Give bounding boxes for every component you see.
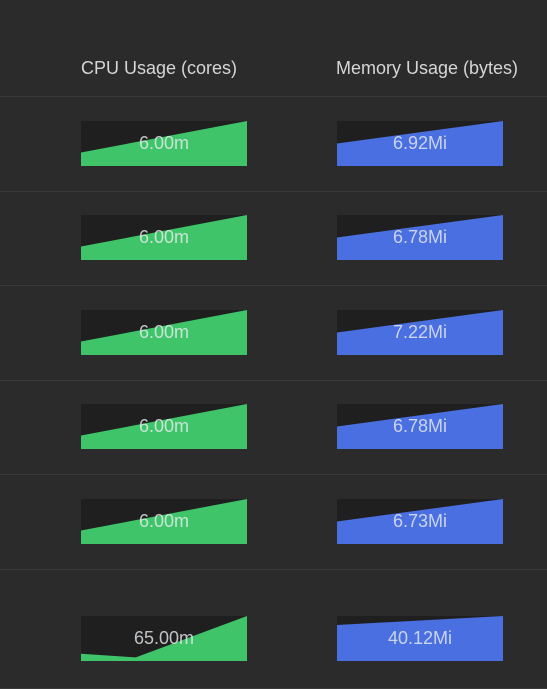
memory-usage-value: 6.78Mi	[392, 416, 448, 436]
cpu-usage-value: 6.00m	[138, 322, 190, 342]
cpu-sparkline-area	[81, 215, 247, 260]
cpu-sparkline-chart	[81, 499, 247, 544]
memory-sparkline[interactable]: 7.22Mi	[337, 310, 503, 355]
cpu-sparkline-chart	[81, 310, 247, 355]
cpu-usage-value: 6.00m	[138, 227, 190, 247]
cpu-sparkline[interactable]: 65.00m	[81, 616, 247, 661]
cpu-sparkline[interactable]: 6.00m	[81, 499, 247, 544]
memory-sparkline-area	[337, 121, 503, 166]
memory-sparkline-area	[337, 310, 503, 355]
cpu-usage-column-header[interactable]: CPU Usage (cores)	[81, 58, 238, 78]
cpu-sparkline-chart	[81, 121, 247, 166]
table-row: 6.00m 6.73Mi	[0, 475, 547, 570]
memory-sparkline-chart	[337, 499, 503, 544]
memory-sparkline-area	[337, 499, 503, 544]
memory-sparkline[interactable]: 40.12Mi	[337, 616, 503, 661]
cpu-sparkline-chart	[81, 616, 247, 661]
table-row: 6.00m 6.78Mi	[0, 191, 547, 286]
cpu-usage-value: 6.00m	[138, 416, 190, 436]
memory-sparkline-area	[337, 404, 503, 449]
cpu-sparkline-chart	[81, 404, 247, 449]
memory-sparkline-area	[337, 616, 503, 661]
cpu-sparkline-area	[81, 310, 247, 355]
memory-usage-value: 6.92Mi	[392, 133, 448, 153]
table-row: 6.00m 6.78Mi	[0, 380, 547, 475]
table-header: CPU Usage (cores) Memory Usage (bytes)	[0, 0, 547, 97]
memory-usage-value: 6.73Mi	[392, 511, 448, 531]
cpu-sparkline-area	[81, 499, 247, 544]
cpu-sparkline[interactable]: 6.00m	[81, 215, 247, 260]
cpu-sparkline-area	[81, 121, 247, 166]
cpu-sparkline[interactable]: 6.00m	[81, 310, 247, 355]
cpu-sparkline-area	[81, 404, 247, 449]
memory-sparkline[interactable]: 6.73Mi	[337, 499, 503, 544]
cpu-sparkline[interactable]: 6.00m	[81, 121, 247, 166]
memory-usage-value: 6.78Mi	[392, 227, 448, 247]
cpu-usage-value: 65.00m	[133, 628, 195, 648]
memory-sparkline-chart	[337, 616, 503, 661]
memory-sparkline-chart	[337, 215, 503, 260]
table-row: 6.00m 6.92Mi	[0, 97, 547, 192]
cpu-sparkline-chart	[81, 215, 247, 260]
table-row: 6.00m 7.22Mi	[0, 286, 547, 381]
cpu-sparkline-area	[81, 616, 247, 661]
memory-sparkline-chart	[337, 121, 503, 166]
memory-usage-value: 40.12Mi	[387, 628, 453, 648]
memory-sparkline-chart	[337, 404, 503, 449]
memory-sparkline-chart	[337, 310, 503, 355]
memory-sparkline-area	[337, 215, 503, 260]
memory-sparkline[interactable]: 6.92Mi	[337, 121, 503, 166]
memory-sparkline[interactable]: 6.78Mi	[337, 215, 503, 260]
cpu-usage-value: 6.00m	[138, 511, 190, 531]
memory-usage-value: 7.22Mi	[392, 322, 448, 342]
table-row: 65.00m 40.12Mi	[0, 569, 547, 689]
cpu-usage-value: 6.00m	[138, 133, 190, 153]
memory-sparkline[interactable]: 6.78Mi	[337, 404, 503, 449]
memory-usage-column-header[interactable]: Memory Usage (bytes)	[336, 58, 519, 78]
cpu-sparkline[interactable]: 6.00m	[81, 404, 247, 449]
